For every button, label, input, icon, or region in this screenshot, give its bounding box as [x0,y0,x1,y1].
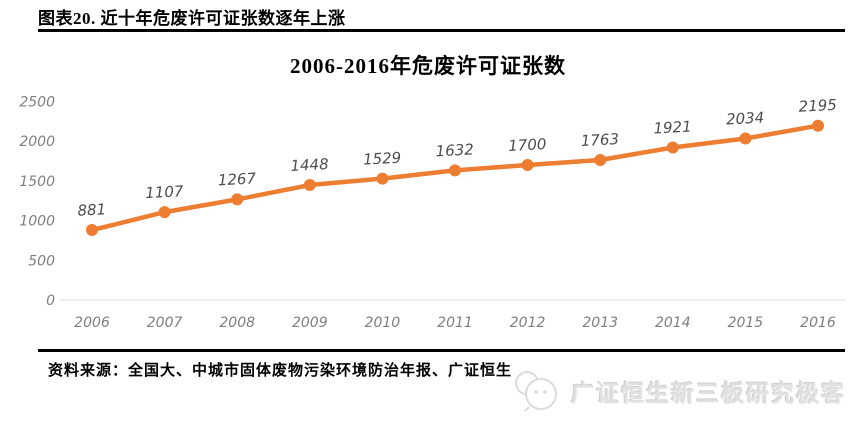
source-note: 资料来源：全国大、中城市固体废物污染环境防治年报、广证恒生 [48,363,513,379]
svg-text:1763: 1763 [580,130,619,150]
svg-text:500: 500 [28,253,55,269]
brand-watermark: 广证恒生新三板研究极客 [509,366,846,416]
svg-text:2006: 2006 [74,315,110,331]
svg-text:2000: 2000 [19,134,55,150]
figure-caption: 图表20. 近十年危废许可证张数逐年上涨 [38,9,346,28]
svg-text:1632: 1632 [435,140,474,160]
svg-text:1448: 1448 [290,155,329,175]
svg-text:2016: 2016 [800,315,836,331]
svg-text:1267: 1267 [217,169,257,189]
footer-divider [38,349,845,352]
svg-text:1529: 1529 [363,149,402,169]
svg-text:2011: 2011 [437,315,473,331]
svg-text:2013: 2013 [582,315,618,331]
svg-text:1921: 1921 [653,117,692,137]
svg-text:0: 0 [46,293,55,309]
svg-text:2500: 2500 [19,95,55,111]
header-divider [38,29,845,32]
line-chart: 0 500 1000 1500 2000 2500 2006 2007 2008 2009 2010… [19,95,845,331]
svg-text:1500: 1500 [19,174,55,190]
svg-text:2007: 2007 [147,315,183,331]
svg-text:2009: 2009 [292,315,328,331]
svg-text:881: 881 [77,200,107,219]
chat-bubbles-face-icon [515,370,557,412]
svg-text:2195: 2195 [798,96,837,116]
svg-text:2015: 2015 [728,315,764,331]
svg-text:2034: 2034 [726,109,765,129]
brand-name: 广证恒生新三板研究极客 [571,380,846,406]
svg-text:2014: 2014 [655,315,691,331]
chart-title: 2006-2016年危废许可证张数 [290,54,566,78]
svg-text:2010: 2010 [365,315,401,331]
figure-header: 图表20. 近十年危废许可证张数逐年上涨 [38,4,845,29]
svg-text:1107: 1107 [145,182,185,202]
svg-text:1700: 1700 [508,135,547,155]
svg-text:2012: 2012 [510,315,546,331]
svg-text:1000: 1000 [19,214,55,230]
svg-text:2008: 2008 [219,315,255,331]
